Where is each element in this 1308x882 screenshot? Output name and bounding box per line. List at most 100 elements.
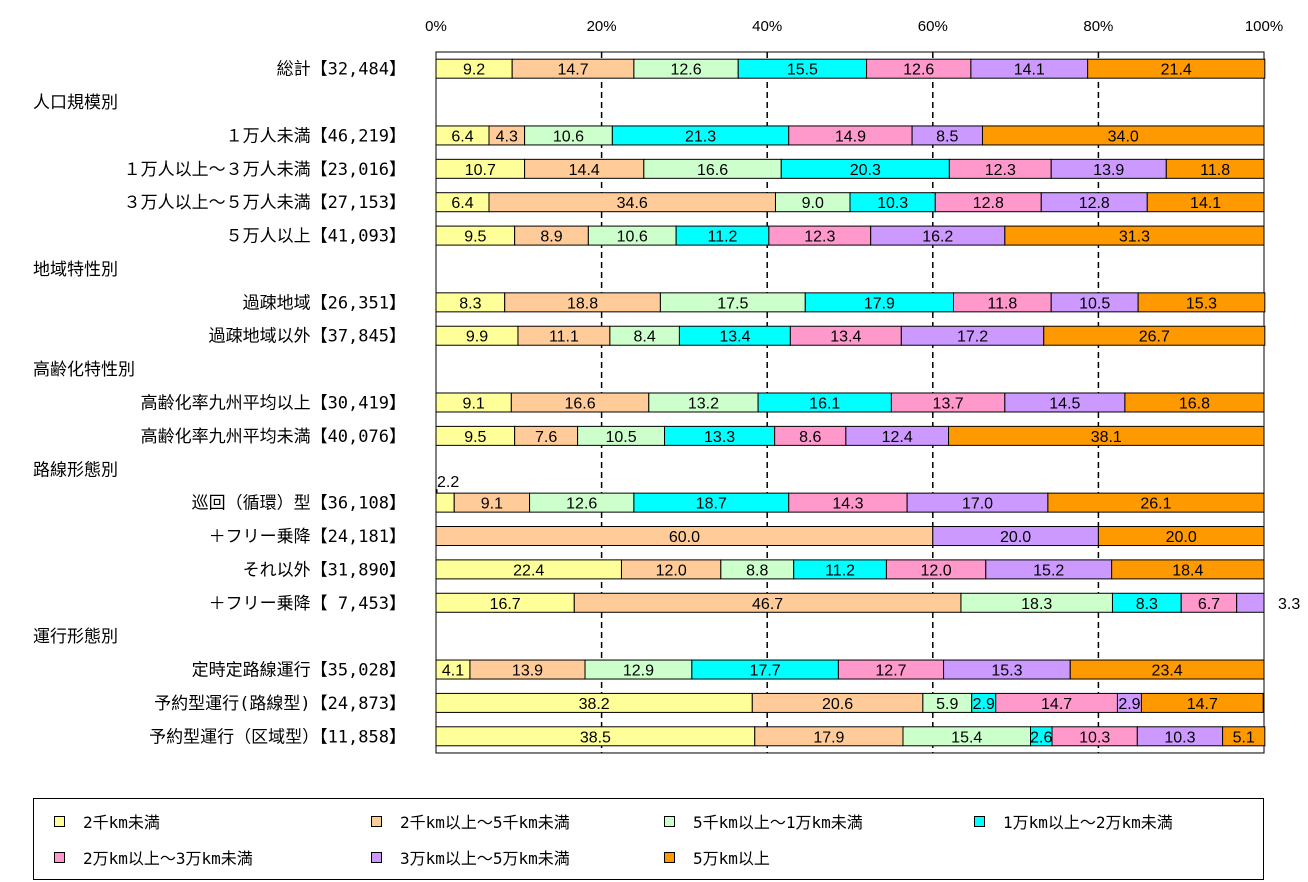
data-label: 11.8 (1200, 162, 1230, 179)
data-label: 9.0 (802, 195, 824, 212)
x-tick-label: 60% (918, 18, 948, 35)
data-label: 13.4 (719, 329, 750, 346)
legend-item: 5万km以上 (664, 845, 770, 869)
row-label: 高齢化率九州平均以上【30,419】 (141, 393, 406, 413)
data-label: 17.2 (957, 329, 988, 346)
data-label: 14.5 (1049, 395, 1080, 412)
legend-label: 2千km以上～5千km未満 (400, 813, 570, 832)
data-label: 15.5 (787, 62, 818, 79)
data-label: 6.4 (451, 128, 473, 145)
data-label: 14.3 (832, 496, 863, 513)
data-label: 34.6 (617, 195, 648, 212)
bar-segment (1140, 692, 1264, 713)
data-label: 14.9 (835, 128, 866, 145)
data-label: 10.5 (605, 429, 636, 446)
data-label: 9.1 (481, 496, 503, 513)
legend-label: 2千km未満 (83, 813, 160, 832)
row-label: １万人以上～３万人未満【23,016】 (124, 160, 406, 180)
bar-segment (1146, 192, 1265, 213)
row-label: １万人未満【46,219】 (226, 126, 406, 146)
bar-segment (1124, 392, 1265, 413)
legend-swatch (371, 815, 382, 827)
data-label: 38.2 (579, 696, 610, 713)
data-label: 8.3 (459, 295, 481, 312)
bar-segment (1043, 325, 1266, 346)
legend-label: 2万km以上～3万km未満 (83, 849, 253, 868)
data-label: 7.6 (535, 429, 557, 446)
data-label: 21.3 (685, 128, 716, 145)
bar-segment (1222, 726, 1266, 747)
data-label: 13.3 (704, 429, 735, 446)
data-label: 16.6 (697, 162, 728, 179)
bar-segment (1087, 58, 1266, 79)
group-header: 人口規模別 (33, 93, 118, 113)
row-label: ３万人以上～５万人未満【27,153】 (124, 193, 406, 213)
x-tick-label: 0% (425, 18, 447, 35)
data-label: 17.0 (962, 496, 993, 513)
data-label: 18.4 (1172, 562, 1203, 579)
data-label: 46.7 (752, 596, 783, 613)
legend-swatch (54, 815, 65, 827)
data-label: 12.0 (656, 562, 687, 579)
data-label: 17.9 (813, 729, 844, 746)
data-label: 10.7 (465, 162, 496, 179)
legend-item: 5千km以上～1万km未満 (664, 809, 863, 833)
legend-swatch (974, 815, 985, 827)
data-label: 2.9 (1118, 696, 1140, 713)
data-label: 11.2 (708, 229, 738, 246)
data-label: 13.9 (1093, 162, 1124, 179)
legend-label: 1万km以上～2万km未満 (1003, 813, 1173, 832)
data-label: 38.1 (1091, 429, 1122, 446)
data-label: 16.7 (490, 596, 521, 613)
data-label: 22.4 (513, 562, 544, 579)
data-label: 8.8 (746, 562, 768, 579)
data-label: 26.1 (1140, 496, 1171, 513)
data-label: 3.3 (1278, 596, 1300, 613)
data-label: 9.5 (464, 229, 486, 246)
data-label: 34.0 (1108, 128, 1139, 145)
bar-segment (1137, 292, 1266, 313)
x-tick-label: 100% (1245, 18, 1283, 35)
group-header: 高齢化特性別 (33, 360, 135, 380)
data-label: 10.3 (877, 195, 908, 212)
bar-segment (1165, 158, 1265, 179)
data-label: 11.1 (549, 329, 579, 346)
x-tick-label: 40% (752, 18, 782, 35)
data-label: 16.8 (1179, 395, 1210, 412)
bar-segment (1069, 659, 1265, 680)
data-label: 15.3 (1186, 295, 1217, 312)
data-label: 12.8 (1079, 195, 1110, 212)
data-label: 20.6 (822, 696, 853, 713)
data-label: 15.4 (951, 729, 982, 746)
stacked-bar-chart: 0% 20% 40% 60% 80% 100% 総計【32,484】 9.2 14.7 12.6 1… (33, 18, 1300, 754)
legend-item: 2千km未満 (54, 809, 160, 833)
data-label: 14.1 (1014, 62, 1045, 79)
data-label: 18.7 (696, 496, 727, 513)
data-label: 10.3 (1079, 729, 1110, 746)
data-label: 20.3 (850, 162, 881, 179)
data-label: 17.9 (864, 295, 895, 312)
data-label: 15.3 (991, 663, 1022, 680)
bar-segment (1047, 492, 1265, 513)
data-label: 23.4 (1152, 663, 1183, 680)
data-label: 14.7 (1041, 696, 1072, 713)
data-label: 8.3 (1136, 596, 1158, 613)
row-label: ５万人以上【41,093】 (226, 227, 406, 247)
data-label: 8.9 (540, 229, 562, 246)
data-label: 38.5 (580, 729, 611, 746)
data-label: 9.9 (466, 329, 488, 346)
data-label: 15.2 (1033, 562, 1064, 579)
data-label: 18.3 (1021, 596, 1052, 613)
data-label: 2.6 (1030, 729, 1052, 746)
legend-swatch (664, 815, 675, 827)
data-label: 10.3 (1164, 729, 1195, 746)
row-label: ＋フリー乗降【24,181】 (209, 527, 406, 547)
group-header: 路線形態別 (33, 460, 118, 480)
data-label: 12.4 (882, 429, 913, 446)
data-label: 9.1 (463, 395, 485, 412)
data-label: 13.7 (933, 395, 964, 412)
row-label: 巡回（循環）型【36,108】 (192, 494, 406, 514)
legend-item: 2万km以上～3万km未満 (54, 845, 253, 869)
data-label: 6.7 (1198, 596, 1220, 613)
data-label: 12.3 (985, 162, 1016, 179)
